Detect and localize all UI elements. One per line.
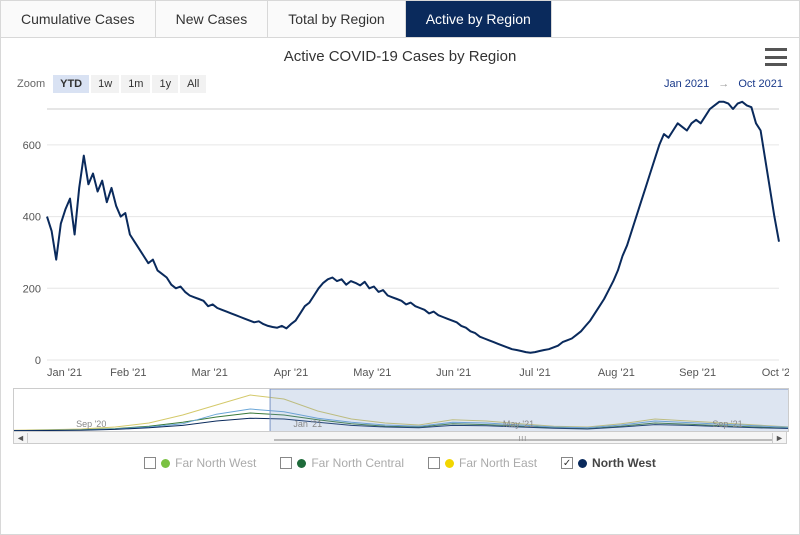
checkbox-icon xyxy=(280,457,292,469)
svg-text:Jan '21: Jan '21 xyxy=(47,367,82,379)
legend-label: North West xyxy=(592,456,656,470)
tab-cumulative-cases[interactable]: Cumulative Cases xyxy=(1,1,156,37)
legend-north-west[interactable]: North West xyxy=(561,456,656,470)
chart-area: 0 200 400 600 Jan '21 Feb '21 Mar '21 Apr '21 Ma… xyxy=(1,95,799,384)
tab-total-by-region[interactable]: Total by Region xyxy=(268,1,406,37)
scroll-right-icon[interactable]: ► xyxy=(772,433,786,443)
svg-text:May '21: May '21 xyxy=(503,419,534,429)
svg-text:Jun '21: Jun '21 xyxy=(436,367,471,379)
svg-text:Jan '21: Jan '21 xyxy=(293,419,322,429)
svg-text:Apr '21: Apr '21 xyxy=(274,367,309,379)
svg-text:Sep '21: Sep '21 xyxy=(712,419,742,429)
svg-text:400: 400 xyxy=(23,212,41,224)
zoom-1y[interactable]: 1y xyxy=(152,75,178,93)
legend-label: Far North West xyxy=(175,456,256,470)
scroll-left-icon[interactable]: ◄ xyxy=(14,433,28,443)
range-to: Oct 2021 xyxy=(738,78,783,90)
legend-label: Far North Central xyxy=(311,456,404,470)
svg-text:0: 0 xyxy=(35,355,41,367)
tab-new-cases[interactable]: New Cases xyxy=(156,1,269,37)
zoom-label: Zoom xyxy=(17,78,45,90)
svg-text:200: 200 xyxy=(23,283,41,295)
tab-active-by-region[interactable]: Active by Region xyxy=(406,1,552,37)
svg-text:Feb '21: Feb '21 xyxy=(110,367,146,379)
svg-text:600: 600 xyxy=(23,140,41,152)
zoom-ytd[interactable]: YTD xyxy=(53,75,89,93)
navigator-wrap: Sep '20 Jan '21 May '21 Sep '21 ◄ III ► xyxy=(1,388,799,444)
series-color-dot xyxy=(445,459,454,468)
checkbox-icon xyxy=(144,457,156,469)
svg-text:Mar '21: Mar '21 xyxy=(191,367,227,379)
svg-text:Oct '21: Oct '21 xyxy=(762,367,789,379)
range-display[interactable]: Jan 2021 → Oct 2021 xyxy=(664,78,783,90)
series-color-dot xyxy=(161,459,170,468)
svg-text:Sep '21: Sep '21 xyxy=(679,367,716,379)
scroll-thumb[interactable]: III xyxy=(274,439,772,441)
zoom-buttons: Zoom YTD 1w 1m 1y All xyxy=(17,75,206,93)
zoom-all[interactable]: All xyxy=(180,75,206,93)
series-color-dot xyxy=(297,459,306,468)
range-from: Jan 2021 xyxy=(664,78,709,90)
legend-label: Far North East xyxy=(459,456,537,470)
svg-text:Aug '21: Aug '21 xyxy=(598,367,635,379)
zoom-1w[interactable]: 1w xyxy=(91,75,119,93)
navigator-scrollbar[interactable]: ◄ III ► xyxy=(13,432,787,444)
chart-menu-icon[interactable] xyxy=(765,48,787,66)
checkbox-icon xyxy=(428,457,440,469)
chart-controls: Zoom YTD 1w 1m 1y All Jan 2021 → Oct 202… xyxy=(1,69,799,95)
checkbox-icon xyxy=(561,457,573,469)
main-chart[interactable]: 0 200 400 600 Jan '21 Feb '21 Mar '21 Apr '21 Ma… xyxy=(13,99,789,384)
legend-far-north-west[interactable]: Far North West xyxy=(144,456,256,470)
svg-text:Jul '21: Jul '21 xyxy=(519,367,550,379)
legend: Far North West Far North Central Far Nor… xyxy=(1,444,799,470)
zoom-1m[interactable]: 1m xyxy=(121,75,150,93)
legend-far-north-east[interactable]: Far North East xyxy=(428,456,537,470)
svg-text:Sep '20: Sep '20 xyxy=(76,419,106,429)
legend-far-north-central[interactable]: Far North Central xyxy=(280,456,404,470)
chart-header: Active COVID-19 Cases by Region xyxy=(1,38,799,69)
chart-title: Active COVID-19 Cases by Region xyxy=(284,48,517,65)
navigator-chart[interactable]: Sep '20 Jan '21 May '21 Sep '21 xyxy=(13,388,789,432)
series-color-dot xyxy=(578,459,587,468)
svg-text:May '21: May '21 xyxy=(353,367,391,379)
tab-bar: Cumulative Cases New Cases Total by Regi… xyxy=(1,1,799,38)
range-arrow-icon: → xyxy=(718,78,729,90)
